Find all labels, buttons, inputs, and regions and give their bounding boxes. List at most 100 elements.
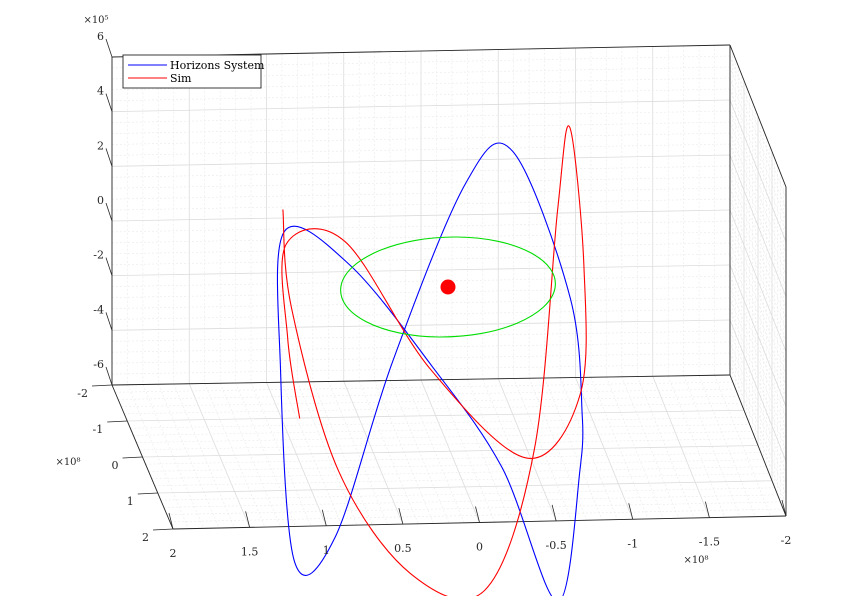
back-wall-gridline <box>111 341 731 353</box>
x-tick-label: -0.5 <box>546 539 567 552</box>
z-tick-label: -4 <box>93 303 104 316</box>
floor-gridline <box>698 375 756 517</box>
x-tick-label: -1.5 <box>699 536 720 549</box>
back-wall-gridline <box>111 165 731 178</box>
floor-gridline <box>133 424 750 436</box>
side-wall-gridline <box>729 253 787 396</box>
z-tick-label: 6 <box>97 30 104 43</box>
back-wall-gridline <box>111 55 731 69</box>
z-tick-label: 2 <box>97 139 104 152</box>
side-wall-gridline <box>729 88 787 231</box>
series-sim-line <box>281 125 587 596</box>
x-tick-label: -2 <box>781 534 792 547</box>
side-wall-gridline <box>729 264 787 407</box>
x-tick-label: -1 <box>627 537 638 550</box>
floor-gridline <box>151 466 767 479</box>
side-wall-gridline <box>729 330 787 473</box>
y-tick-mark <box>152 528 174 531</box>
back-wall-gridline <box>111 253 731 266</box>
axis-edge <box>729 374 787 517</box>
floor-gridline <box>127 409 745 422</box>
ticks-layer: 6 4 2 0 -2 -4 -6 ×10⁵ -2 -1 0 1 2 ×10⁸ 2 1.5 1 0.5 0 -0.5 -1… <box>55 15 791 566</box>
series-layer <box>276 125 587 596</box>
z-tick-mark <box>105 312 113 331</box>
z-tick-mark <box>105 257 113 276</box>
back-wall-gridline <box>111 286 731 298</box>
side-wall-gridline <box>729 231 787 374</box>
y-tick-label: 0 <box>112 459 119 472</box>
side-wall-gridline <box>729 99 787 242</box>
back-wall-gridline <box>111 88 731 102</box>
x-tick-label: 0.5 <box>394 542 412 555</box>
y-tick-label: 1 <box>127 495 134 508</box>
back-wall-gridline <box>111 198 731 211</box>
axis-edge <box>111 374 731 386</box>
side-wall-gridline <box>729 275 787 418</box>
axis-edge <box>729 44 787 188</box>
x-tick-mark <box>398 508 404 525</box>
floor-gridline <box>130 417 747 429</box>
legend-box <box>122 54 262 89</box>
floor-gridline <box>142 445 759 458</box>
side-wall-gridline <box>729 286 787 429</box>
side-wall-gridline <box>729 198 787 341</box>
z-tick-label: -6 <box>93 358 104 371</box>
back-wall-gridline <box>111 275 731 287</box>
floor-gridline <box>118 388 736 400</box>
x-tick-label: 1 <box>323 544 330 557</box>
back-wall-gridline <box>111 242 731 255</box>
z-tick-label: -2 <box>93 249 104 262</box>
z-tick-label: 0 <box>97 194 104 207</box>
x-tick-mark <box>704 501 710 518</box>
y-tick-label: -2 <box>77 387 88 400</box>
x-tick-mark <box>475 506 480 523</box>
x-tick-mark <box>551 504 557 521</box>
floor-plane <box>112 375 786 529</box>
side-wall-gridline <box>729 187 787 330</box>
side-wall-gridline <box>729 363 787 506</box>
z-tick-mark <box>105 366 113 386</box>
x-tick-mark <box>245 511 251 528</box>
back-wall-gridline <box>111 363 731 375</box>
z-tick-mark <box>105 148 113 167</box>
back-wall-gridline <box>111 209 731 222</box>
side-wall-gridline <box>729 55 787 199</box>
back-wall-gridline <box>111 319 731 331</box>
z-tick-mark <box>105 93 113 112</box>
back-wall-gridline <box>111 308 731 320</box>
floor-gridline <box>148 459 764 472</box>
x-tick-label: 2 <box>170 547 177 560</box>
y-tick-label: -1 <box>93 423 104 436</box>
y-exponent-label: ×10⁸ <box>55 457 80 468</box>
floor-gridline <box>121 395 739 407</box>
back-wall-gridline <box>111 187 731 200</box>
floor-gridline <box>154 473 770 487</box>
floor-gridline <box>145 452 761 465</box>
z-tick-mark <box>105 202 113 222</box>
back-wall-gridline <box>111 110 731 123</box>
legend-label: Horizons System <box>170 59 265 72</box>
y-tick-mark <box>122 456 143 459</box>
side-wall-gridline <box>729 66 787 210</box>
side-wall-gridline <box>729 154 787 297</box>
x-tick-mark <box>168 512 174 530</box>
y-tick-mark <box>107 420 128 423</box>
y-tick-mark <box>91 384 113 387</box>
back-wall-gridline <box>111 154 731 167</box>
z-tick-mark <box>105 38 113 58</box>
side-wall-gridline <box>729 220 787 363</box>
back-wall-gridline <box>111 231 731 244</box>
x-tick-mark <box>628 503 634 520</box>
legend-label: Sim <box>170 72 192 85</box>
x-tick-label: 1.5 <box>241 545 259 558</box>
back-wall-gridline <box>111 143 731 156</box>
back-wall-gridline <box>111 264 731 277</box>
back-wall-gridline <box>111 121 731 134</box>
floor-gridline <box>124 402 742 415</box>
floor-gridline <box>115 381 733 393</box>
back-wall-gridline <box>111 176 731 189</box>
floor-gridline <box>714 375 771 517</box>
side-wall-gridline <box>729 319 787 462</box>
